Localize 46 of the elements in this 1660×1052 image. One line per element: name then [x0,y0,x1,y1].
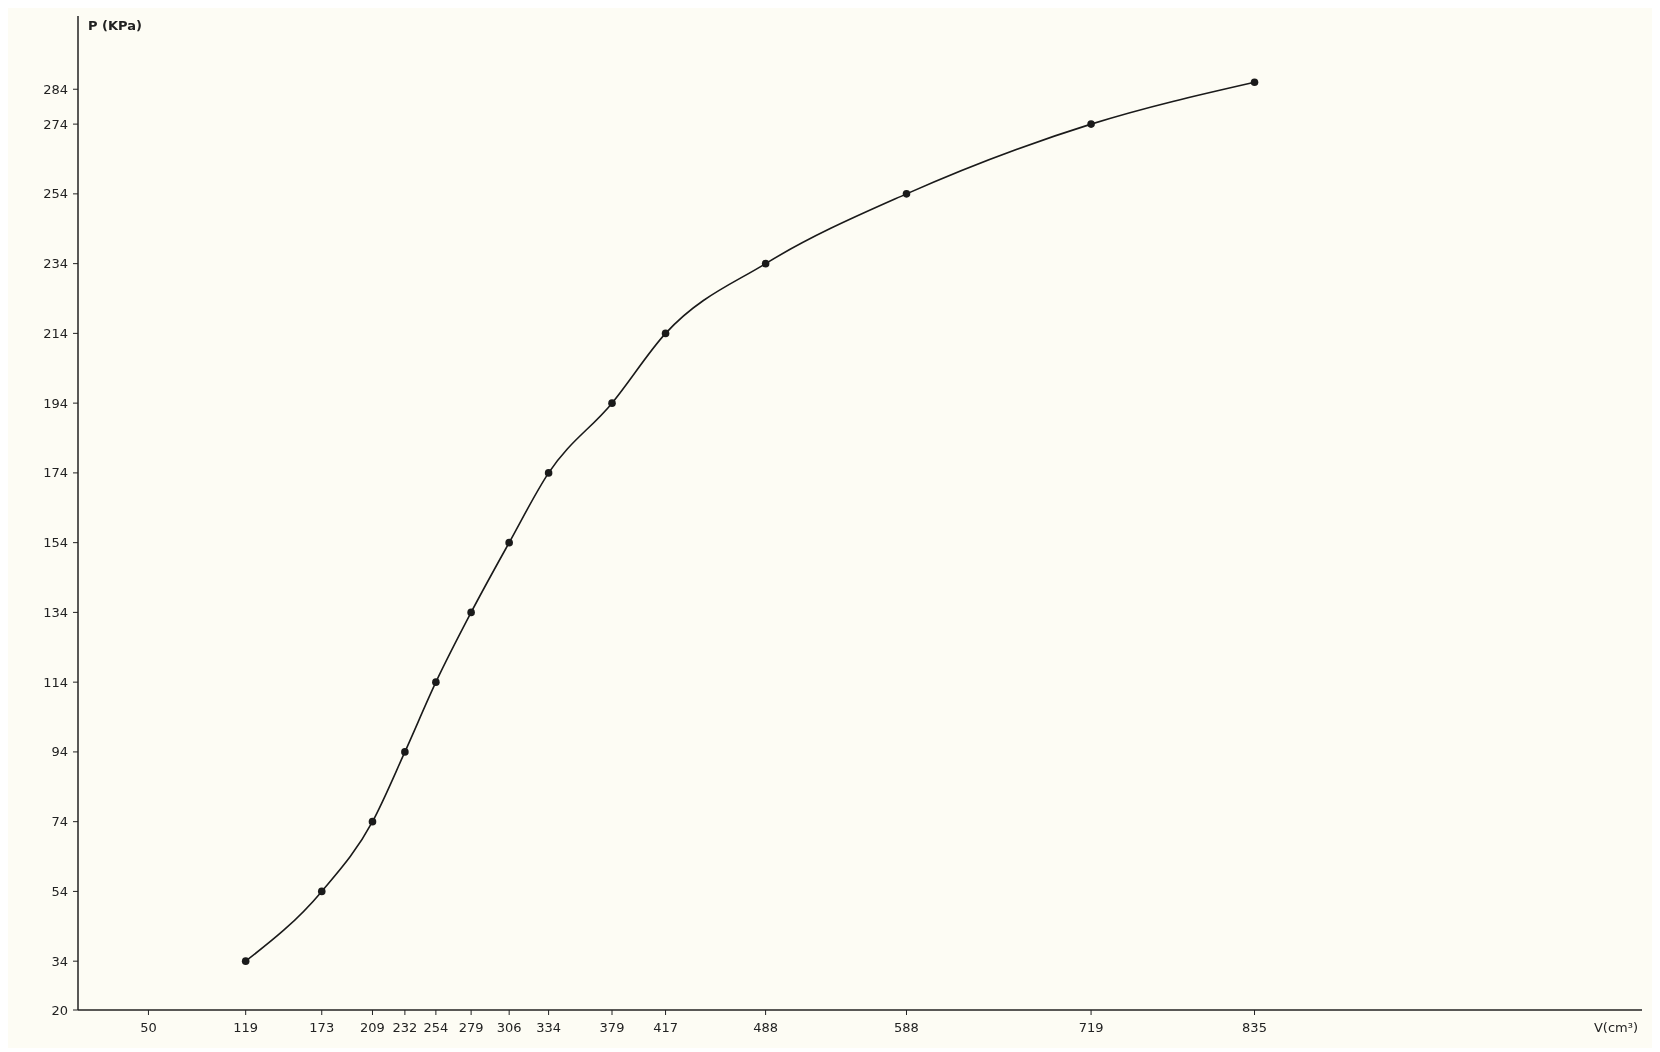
point [467,608,475,617]
point [761,259,770,268]
y-tick-label: 284 [43,81,68,97]
y-tick-label: 274 [43,116,68,132]
point [661,329,670,338]
point [368,817,377,826]
x-tick-label: 209 [360,1020,385,1035]
x-tick-label: 719 [1078,1020,1104,1035]
x-tick-label: 835 [1242,1020,1267,1035]
point [1250,78,1259,87]
x-tick-label: 334 [536,1020,562,1035]
point [505,538,513,547]
y-tick-label: 34 [51,953,68,969]
point [401,748,409,756]
y-tick-label: 174 [43,465,68,481]
y-tick-label: 154 [43,535,68,551]
x-tick-label: 50 [140,1020,157,1035]
x-tick-label: 588 [894,1020,919,1035]
x-tick-label: 379 [599,1020,625,1035]
x-tick-label: 173 [309,1020,335,1035]
x-tick-label: 417 [653,1020,678,1035]
x-tick-label: 306 [496,1020,522,1035]
y-tick-label: 134 [43,604,68,620]
y-tick-label: 234 [43,256,68,272]
point [241,957,250,965]
point [432,678,440,686]
y-tick-label: 214 [43,325,68,341]
y-tick-label: 74 [51,814,68,830]
point [544,469,553,477]
point [317,887,326,896]
y-tick-label: 114 [43,674,68,690]
point [902,190,911,198]
y-tick-label: 54 [51,883,68,899]
point [1087,120,1095,128]
x-tick-label: 254 [423,1020,449,1035]
y-tick-label: 94 [51,744,68,760]
y-tick-label: 254 [43,186,68,202]
y-tick-label: 194 [43,395,68,411]
x-tick-label: 488 [753,1020,779,1035]
x-axis-title: V(cm³) [1593,1020,1638,1035]
y-axis-title: P (KPa) [88,18,142,33]
point [608,399,616,407]
x-tick-label: 232 [392,1020,418,1035]
x-tick-label: 279 [458,1020,484,1035]
y-tick-label: 20 [51,1002,68,1018]
x-tick-label: 119 [233,1020,259,1035]
